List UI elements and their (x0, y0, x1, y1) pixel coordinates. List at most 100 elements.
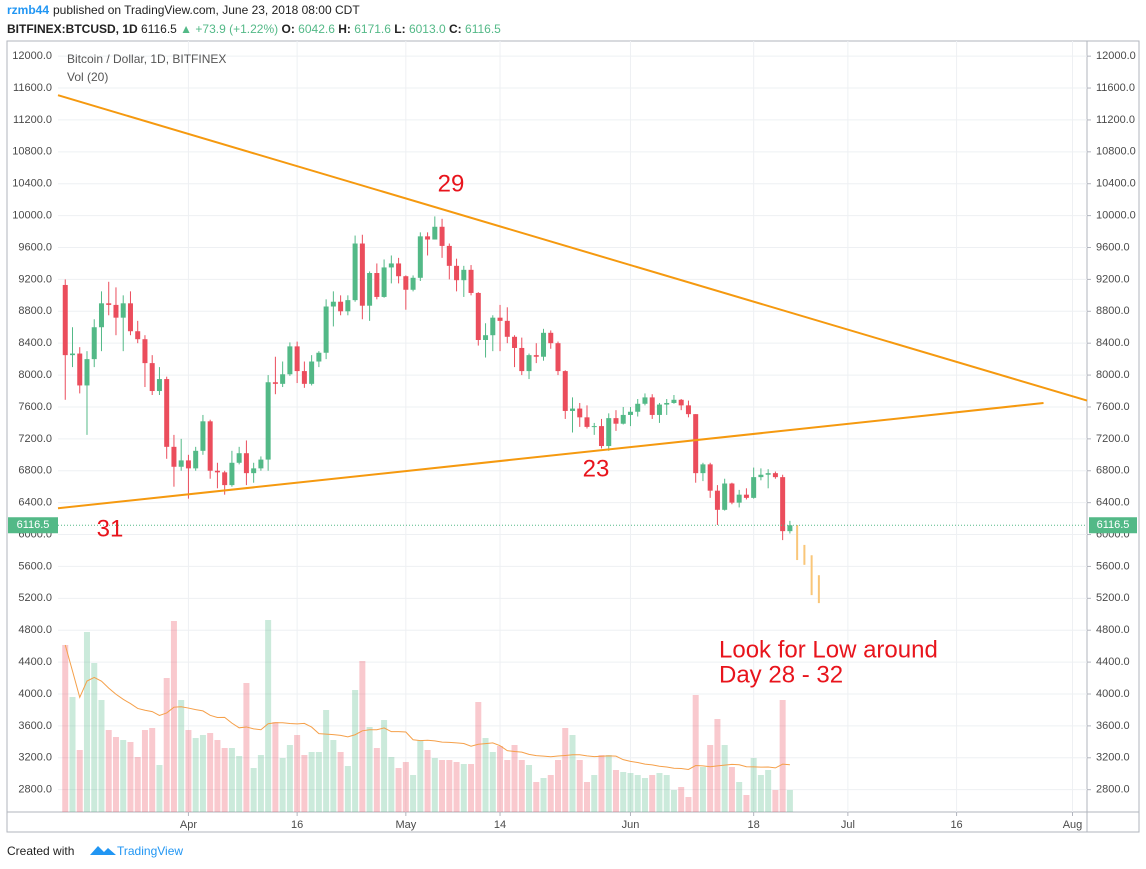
volume-bar (583, 782, 590, 812)
candle-body (185, 460, 191, 469)
annotation: 31 (97, 515, 124, 542)
volume-bar (221, 748, 228, 812)
volume-bar (381, 720, 388, 812)
candle-body (736, 494, 742, 503)
footer-brand[interactable]: TradingView (117, 844, 183, 858)
candle-body (272, 382, 278, 384)
volume-bar (656, 773, 663, 812)
y-tick-label: 12000.0 (12, 50, 52, 62)
volume-bar (779, 700, 786, 812)
candle-body (570, 408, 575, 411)
x-tick-label: 18 (748, 819, 760, 831)
volume-bar (236, 756, 243, 812)
volume-bar (736, 782, 743, 812)
candle-body (345, 300, 351, 312)
footer-text: Created with (7, 844, 74, 858)
candle-body (323, 306, 329, 353)
candle-body (555, 343, 561, 372)
candle-body (591, 426, 597, 428)
candle-body (490, 317, 496, 336)
volume-bar (598, 755, 605, 812)
chart-title: Bitcoin / Dollar, 1D, BITFINEX (67, 52, 226, 66)
y-tick-label: 9600.0 (18, 241, 52, 253)
candle-body (374, 273, 380, 297)
candle-body (751, 477, 757, 498)
candle-body (193, 450, 199, 469)
volume-bar (497, 746, 504, 812)
volume-bar (120, 740, 127, 812)
author[interactable]: rzmb44 (7, 3, 49, 17)
candle-body (367, 273, 373, 306)
volume-bar (649, 775, 656, 812)
candle-body (98, 303, 104, 328)
volume-bar (663, 775, 670, 812)
quote-part: O: (281, 22, 294, 36)
candle-body (106, 303, 112, 305)
candle-body (439, 226, 445, 246)
volume-bar (163, 678, 170, 812)
candle-body (287, 346, 293, 375)
quote-part: 6116.5 (465, 22, 501, 36)
quote-part: 6013.0 (409, 22, 446, 36)
y-tick-label: 2800.0 (18, 784, 52, 796)
candle-body (214, 470, 220, 473)
y-tick-label: 7200.0 (1096, 433, 1130, 445)
annotation: Look for Low around (719, 636, 938, 663)
quote-line: BITFINEX:BTCUSD, 1D 6116.5 ▲ +73.9 (+1.2… (7, 22, 501, 36)
candle-body (446, 245, 452, 266)
x-tick-label: 14 (494, 819, 506, 831)
y-tick-label: 12000.0 (1096, 50, 1136, 62)
volume-bar (388, 757, 395, 812)
price-pane (57, 94, 1088, 604)
y-tick-label: 4400.0 (18, 656, 52, 668)
y-tick-label: 10400.0 (12, 178, 52, 190)
candle-body (461, 269, 467, 281)
y-tick-label: 3600.0 (18, 720, 52, 732)
quote-part: H: (338, 22, 351, 36)
candle-body (403, 276, 409, 290)
volume-bar (373, 748, 380, 812)
candle-body (729, 483, 735, 503)
candle-body (714, 490, 720, 510)
quote-part: ▲ (180, 22, 192, 36)
y-tick-label: 10800.0 (1096, 146, 1136, 158)
candle-body (171, 446, 177, 467)
candle-body (512, 336, 518, 348)
volume-bar (62, 645, 69, 812)
grid (58, 41, 1091, 816)
chart-frame (6, 40, 1140, 833)
candle-body (780, 477, 786, 532)
candle-body (649, 397, 655, 415)
candle-body (700, 464, 706, 474)
y-tick-label: 4400.0 (1096, 656, 1130, 668)
volume-bar (721, 745, 728, 812)
quote-part: BITFINEX:BTCUSD, 1D (7, 22, 138, 36)
volume-bar (504, 760, 511, 812)
candle-body (352, 243, 358, 301)
volume-bar (540, 778, 547, 812)
y-tick-label: 6800.0 (18, 465, 52, 477)
volume-bar (337, 752, 344, 812)
candle-body (316, 352, 322, 362)
volume-label: Vol (20) (67, 70, 108, 84)
volume-bar (330, 740, 337, 812)
volume-bar (98, 700, 105, 812)
y-tick-label: 8000.0 (1096, 369, 1130, 381)
volume-bar (620, 772, 627, 812)
volume-bar (105, 730, 112, 812)
volume-bar (518, 760, 525, 812)
y-tick-label: 4000.0 (1096, 688, 1130, 700)
x-tick-label: 16 (291, 819, 303, 831)
volume-bar (685, 797, 692, 812)
candle-body (642, 397, 648, 404)
candle-body (149, 363, 155, 392)
candle-body (743, 494, 749, 498)
candle-body (497, 317, 503, 321)
candle-body (765, 473, 771, 475)
volume-bar (743, 795, 750, 812)
volume-bar (453, 762, 460, 812)
volume-bar (134, 757, 141, 812)
volume-bar (475, 702, 482, 812)
y-tick-label: 11200.0 (1096, 114, 1135, 126)
volume-bar (228, 748, 235, 812)
